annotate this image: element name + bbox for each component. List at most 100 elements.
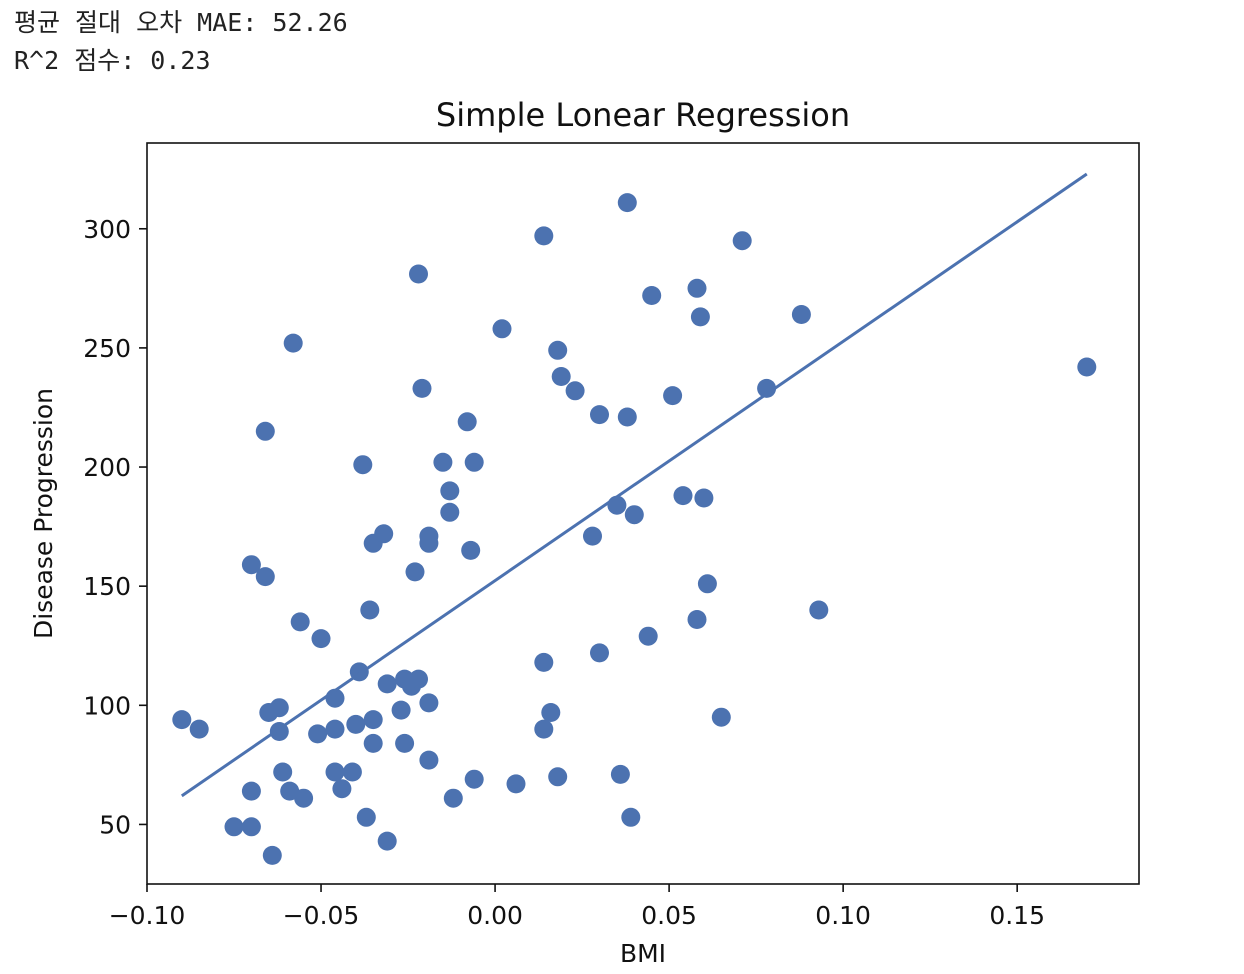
data-point	[440, 502, 460, 522]
data-point	[624, 505, 644, 525]
data-point	[224, 817, 244, 837]
data-point	[395, 733, 415, 753]
data-point	[687, 610, 707, 629]
x-tick-label: 0.05	[641, 901, 697, 930]
data-point	[419, 693, 439, 713]
data-point	[642, 286, 662, 305]
data-point	[290, 612, 310, 632]
x-tick-label: −0.05	[283, 901, 360, 930]
data-point	[534, 719, 554, 739]
data-point	[391, 700, 411, 720]
data-point	[464, 769, 484, 789]
data-point	[732, 231, 752, 251]
data-point	[405, 562, 425, 582]
console-output: 평균 절대 오차 MAE: 52.26 R^2 점수: 0.23	[14, 4, 348, 80]
data-point	[262, 845, 282, 865]
data-point	[583, 526, 602, 546]
data-point	[363, 733, 383, 753]
data-point	[356, 807, 376, 827]
data-point	[409, 264, 428, 284]
y-tick-label: 200	[83, 453, 131, 482]
y-axis-label: Disease Progression	[29, 388, 58, 639]
x-tick-label: 0.15	[989, 901, 1045, 930]
data-point	[697, 574, 717, 594]
data-point	[308, 724, 328, 744]
data-point	[325, 719, 345, 739]
data-point	[1077, 357, 1097, 377]
data-point	[241, 781, 261, 801]
data-point	[172, 710, 192, 730]
y-tick-label: 100	[83, 691, 131, 720]
y-tick-label: 150	[83, 572, 131, 601]
chart-title: Simple Lonear Regression	[436, 96, 850, 134]
data-point	[457, 412, 477, 432]
data-point	[621, 807, 641, 827]
data-point	[353, 455, 373, 475]
data-point	[189, 719, 209, 739]
data-point	[757, 378, 777, 398]
data-point	[241, 817, 261, 837]
data-point	[548, 767, 568, 787]
x-axis: −0.10 −0.05 0.00 0.05 0.10 0.15	[109, 884, 1045, 930]
data-point	[255, 567, 275, 587]
data-point	[440, 481, 460, 501]
data-point	[363, 710, 383, 730]
data-point	[617, 193, 637, 213]
data-point	[269, 698, 289, 718]
data-point	[360, 600, 380, 620]
data-point	[809, 600, 829, 620]
mae-output: 평균 절대 오차 MAE: 52.26	[14, 8, 348, 37]
data-point	[534, 226, 554, 246]
data-point	[565, 381, 585, 401]
r2-output: R^2 점수: 0.23	[14, 46, 211, 75]
data-point	[464, 452, 484, 472]
data-point	[255, 421, 275, 441]
y-tick-label: 250	[83, 334, 131, 363]
data-point	[419, 526, 439, 546]
y-tick-label: 50	[99, 810, 131, 839]
data-point	[241, 555, 261, 575]
data-point	[377, 831, 397, 851]
data-point	[690, 307, 710, 327]
data-point	[273, 762, 293, 782]
data-point	[342, 762, 362, 782]
data-point	[346, 714, 366, 734]
data-point	[419, 750, 439, 770]
data-point	[551, 367, 571, 386]
data-point	[694, 488, 714, 508]
x-tick-label: 0.10	[815, 901, 871, 930]
data-point	[461, 540, 481, 560]
plot-area	[172, 172, 1097, 865]
data-point	[283, 333, 303, 353]
data-point	[332, 779, 352, 799]
x-axis-label: BMI	[620, 939, 666, 968]
data-point	[374, 524, 394, 544]
data-point	[610, 764, 630, 784]
plot-frame	[146, 142, 1140, 885]
x-tick-label: −0.10	[109, 901, 186, 930]
data-point	[663, 386, 683, 406]
data-point	[548, 340, 568, 360]
data-point	[534, 652, 554, 672]
data-point	[506, 774, 526, 794]
data-point	[590, 405, 609, 425]
y-axis: 50 100 150 200 250 300	[83, 215, 147, 839]
y-tick-label: 300	[83, 215, 131, 244]
data-point	[433, 452, 453, 472]
data-point	[541, 703, 561, 722]
data-point	[294, 788, 314, 808]
data-point	[409, 669, 428, 689]
data-point	[325, 762, 345, 782]
data-point	[492, 319, 512, 339]
data-point	[311, 629, 331, 649]
regression-line	[180, 172, 1088, 798]
data-point	[673, 486, 693, 506]
data-point	[443, 788, 463, 808]
data-point	[687, 278, 707, 298]
data-point	[412, 378, 432, 398]
data-point	[377, 674, 397, 694]
data-point	[711, 707, 731, 727]
data-point	[638, 626, 658, 646]
x-tick-label: 0.00	[467, 901, 523, 930]
data-point	[791, 305, 811, 324]
